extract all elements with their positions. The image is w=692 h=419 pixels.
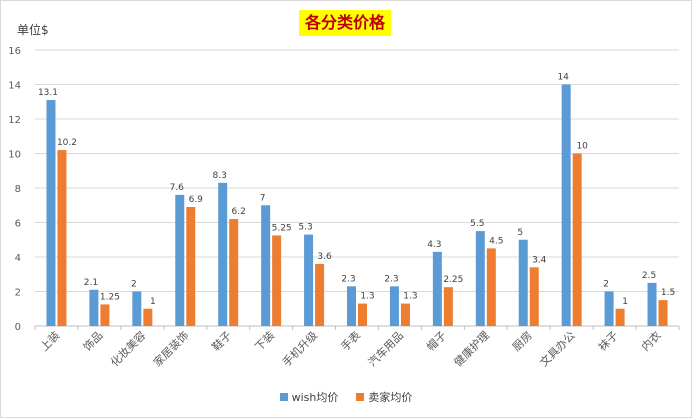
- bar-wish: [475, 231, 485, 326]
- bar-seller: [229, 219, 239, 326]
- bar-seller: [658, 300, 668, 326]
- bar-seller: [443, 287, 453, 326]
- legend-swatch-seller: [356, 393, 365, 401]
- bar-wish: [389, 286, 399, 326]
- legend-label-seller: 卖家均价: [368, 391, 413, 404]
- x-category-label: 化妆美容: [107, 328, 148, 369]
- bar-wish: [432, 251, 442, 326]
- bar-seller: [315, 263, 325, 326]
- x-category-label: 厨房: [510, 329, 535, 354]
- data-label-seller: 6.2: [232, 207, 246, 217]
- legend-swatch-wish: [279, 393, 288, 401]
- x-category-label: 健康护理: [451, 328, 492, 369]
- bar-wish: [261, 205, 271, 326]
- x-category-label: 汽车用品: [365, 328, 406, 369]
- x-category-label: 鞋子: [209, 328, 234, 353]
- data-label-seller: 6.9: [189, 195, 204, 205]
- x-category-label: 文具办公: [537, 328, 578, 369]
- bar-wish: [518, 239, 528, 326]
- data-label-wish: 5.5: [470, 219, 484, 229]
- bar-seller: [615, 308, 625, 326]
- bar-seller: [486, 248, 496, 326]
- bar-seller: [100, 304, 110, 326]
- x-category-label: 手机升级: [279, 328, 320, 369]
- data-label-seller: 3.4: [532, 255, 547, 265]
- legend-item-seller: 卖家均价: [356, 389, 412, 405]
- y-tick-label: 2: [15, 288, 21, 299]
- bar-seller: [143, 308, 153, 326]
- data-label-wish: 5.3: [298, 223, 312, 233]
- data-label-wish: 5: [517, 228, 523, 238]
- data-label-wish: 14: [557, 73, 569, 83]
- bar-wish: [604, 291, 614, 326]
- y-axis-unit-label: 单位$: [17, 23, 49, 37]
- data-label-wish: 4.3: [427, 240, 441, 250]
- bar-wish: [647, 282, 657, 326]
- data-label-seller: 4.5: [489, 236, 503, 246]
- data-label-seller: 1.5: [661, 288, 675, 298]
- data-label-wish: 8.3: [213, 171, 227, 181]
- x-category-label: 帽子: [424, 329, 449, 354]
- data-label-seller: 10.2: [57, 138, 77, 148]
- data-label-wish: 2.3: [341, 274, 355, 284]
- x-category-label: 内衣: [638, 328, 663, 353]
- data-label-wish: 7: [260, 193, 266, 203]
- y-tick-label: 14: [8, 81, 21, 92]
- x-category-label: 上装: [38, 329, 63, 354]
- y-tick-label: 12: [8, 115, 21, 126]
- bar-wish: [89, 289, 99, 326]
- bar-seller: [529, 267, 539, 326]
- x-category-label: 饰品: [80, 328, 105, 353]
- chart-title: 各分类价格: [299, 10, 391, 36]
- x-category-label: 手表: [338, 328, 363, 353]
- y-tick-label: 0: [15, 322, 21, 333]
- bar-wish: [175, 194, 185, 326]
- y-tick-label: 10: [8, 150, 21, 161]
- data-label-seller: 1.25: [100, 292, 120, 302]
- bar-seller: [57, 150, 67, 326]
- data-label-seller: 1: [150, 297, 156, 307]
- data-label-seller: 5.25: [272, 223, 292, 233]
- data-label-wish: 2.1: [84, 278, 98, 288]
- y-tick-label: 4: [15, 253, 21, 264]
- data-label-wish: 2.3: [384, 274, 398, 284]
- data-label-wish: 2: [603, 280, 609, 290]
- bar-wish: [304, 234, 314, 326]
- bar-seller: [272, 235, 282, 326]
- data-label-wish: 13.1: [38, 88, 58, 98]
- y-tick-label: 6: [15, 219, 21, 230]
- bar-seller: [572, 153, 582, 326]
- data-label-seller: 10: [576, 142, 588, 152]
- legend-label-wish: wish均价: [291, 391, 339, 404]
- data-label-wish: 7.6: [170, 183, 185, 193]
- x-category-label: 下装: [253, 329, 278, 354]
- bar-wish: [46, 100, 56, 327]
- bar-seller: [400, 303, 410, 326]
- data-label-wish: 2: [131, 280, 137, 290]
- x-category-label: 袜子: [595, 328, 620, 353]
- bar-wish: [218, 182, 228, 326]
- bar-wish: [132, 291, 142, 326]
- data-label-seller: 1.3: [360, 292, 374, 302]
- chart-legend: wish均价 卖家均价: [1, 389, 691, 405]
- bar-seller: [186, 206, 196, 326]
- data-label-seller: 2.25: [443, 275, 463, 285]
- bar-wish: [347, 286, 356, 326]
- legend-item-wish: wish均价: [279, 389, 339, 405]
- y-tick-label: 8: [15, 184, 21, 195]
- data-label-seller: 1.3: [403, 292, 417, 302]
- data-label-wish: 2.5: [642, 271, 656, 281]
- bar-seller: [358, 303, 367, 326]
- bar-wish: [561, 84, 571, 326]
- y-tick-label: 16: [8, 46, 21, 57]
- data-label-seller: 3.6: [317, 252, 332, 262]
- data-label-seller: 1: [622, 297, 628, 307]
- x-category-label: 家居装饰: [150, 328, 191, 369]
